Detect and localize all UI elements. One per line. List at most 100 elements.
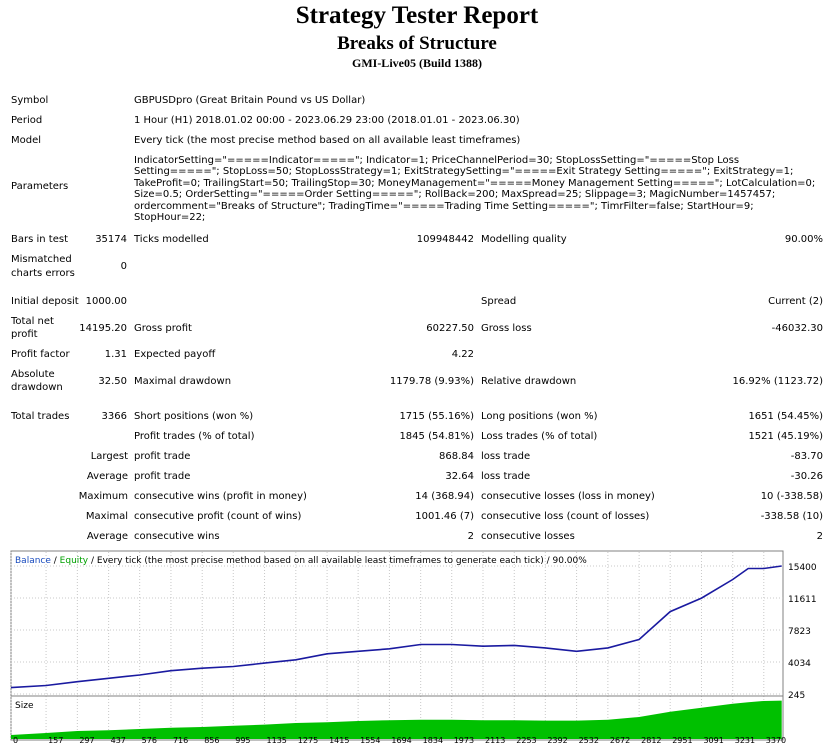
short-positions-label: Short positions (won %) [134, 411, 254, 422]
average-loss-trade-label: loss trade [481, 471, 531, 482]
ticks-label: Ticks modelled [134, 234, 209, 245]
total-trades-label: Total trades [11, 411, 70, 422]
loss-trades-value: 1521 (45.19%) [748, 431, 823, 442]
x-tick-label: 995 [235, 736, 250, 745]
long-positions-label: Long positions (won %) [481, 411, 598, 422]
report-build: GMI-Live05 (Build 1388) [351, 56, 482, 70]
x-tick-label: 1415 [329, 736, 349, 745]
period-label: Period [11, 115, 43, 126]
absolute-drawdown-label-2: drawdown [11, 382, 63, 393]
maximal-label: Maximal [85, 511, 128, 522]
average-consecutive-losses-value: 2 [816, 531, 823, 542]
x-tick-label: 1554 [360, 736, 380, 745]
average-profit-trade-value: 32.64 [445, 471, 474, 482]
mismatch-label-2: charts errors [11, 268, 75, 279]
x-tick-label: 716 [173, 736, 188, 745]
maximal-drawdown-value: 1179.78 (9.93%) [389, 376, 474, 387]
x-tick-label: 297 [79, 736, 94, 745]
bars-value: 35174 [95, 234, 127, 245]
x-tick-label: 2672 [610, 736, 630, 745]
gross-profit-value: 60227.50 [426, 323, 474, 334]
expected-payoff-value: 4.22 [451, 349, 474, 360]
average-consecutive-wins-value: 2 [467, 531, 474, 542]
x-tick-label: 856 [204, 736, 219, 745]
net-profit-value: 14195.20 [79, 323, 127, 334]
largest-profit-trade-value: 868.84 [439, 451, 474, 462]
balance-line [10, 565, 782, 689]
largest-profit-trade-label: profit trade [134, 451, 191, 462]
x-tick-label: 2113 [485, 736, 505, 745]
x-tick-label: 157 [48, 736, 63, 745]
long-positions-value: 1651 (54.45%) [748, 411, 823, 422]
x-tick-label: 2392 [547, 736, 567, 745]
absolute-drawdown-value: 32.50 [98, 376, 127, 387]
x-tick-label: 2812 [641, 736, 661, 745]
max-consecutive-losses-label: consecutive losses (loss in money) [481, 491, 655, 502]
max-consecutive-wins-label: consecutive wins (profit in money) [134, 491, 307, 502]
net-profit-label-1: Total net [11, 316, 54, 327]
legend-description: / Every tick (the most precise method ba… [88, 556, 587, 566]
deposit-label: Initial deposit [11, 296, 79, 307]
x-tick-labels: 0 157 297 437 576 716 856 995 1135 1275 1415 1554 16… [13, 736, 786, 745]
maximum-label: Maximum [78, 491, 128, 502]
average-consecutive-label: Average [86, 531, 128, 542]
report-subtitle: Breaks of Structure [337, 33, 497, 54]
symbol-value: GBPUSDpro (Great Britain Pound vs US Dol… [134, 95, 366, 106]
x-tick-label: 1694 [391, 736, 411, 745]
short-positions-value: 1715 (55.16%) [399, 411, 474, 422]
bars-label: Bars in test [11, 234, 68, 245]
chart-legend: Balance / Equity / Every tick (the most … [15, 556, 587, 566]
size-area [11, 700, 782, 739]
expected-payoff-label: Expected payoff [134, 349, 216, 360]
profit-trades-label: Profit trades (% of total) [134, 431, 255, 442]
ticks-value: 109948442 [416, 234, 474, 245]
quality-value: 90.00% [784, 234, 823, 245]
x-tick-label: 1973 [454, 736, 474, 745]
average-label: Average [86, 471, 128, 482]
legend-equity: Equity [60, 556, 89, 566]
relative-drawdown-value: 16.92% (1123.72) [732, 376, 823, 387]
maximal-consecutive-profit-value: 1001.46 (7) [415, 511, 474, 522]
x-tick-label: 2253 [516, 736, 536, 745]
largest-label: Largest [90, 451, 128, 462]
x-tick-label: 1135 [267, 736, 287, 745]
profit-factor-label: Profit factor [11, 349, 70, 360]
size-label: Size [15, 701, 34, 711]
symbol-label: Symbol [11, 95, 49, 106]
loss-trades-label: Loss trades (% of total) [481, 431, 598, 442]
x-tick-label: 2532 [579, 736, 599, 745]
spread-value: Current (2) [768, 296, 823, 307]
max-consecutive-losses-value: 10 (-338.58) [760, 491, 823, 502]
model-label: Model [11, 135, 42, 146]
x-tick-label: 2951 [672, 736, 692, 745]
gross-profit-label: Gross profit [134, 323, 192, 334]
mismatch-label-1: Mismatched [11, 254, 72, 265]
mismatch-value: 0 [120, 261, 127, 272]
average-loss-trade-value: -30.26 [790, 471, 823, 482]
parameters-label: Parameters [11, 181, 69, 192]
x-tick-label: 3370 [766, 736, 786, 745]
absolute-drawdown-label-1: Absolute [11, 369, 55, 380]
x-tick-label: 1275 [298, 736, 318, 745]
legend-balance: Balance [15, 556, 51, 566]
x-tick-label: 576 [142, 736, 157, 745]
net-profit-label-2: profit [11, 329, 38, 340]
average-consecutive-wins-label: consecutive wins [134, 531, 220, 542]
period-value: 1 Hour (H1) 2018.01.02 00:00 - 2023.06.2… [134, 115, 520, 126]
y-tick-label: 11611 [788, 595, 817, 605]
y-tick-label: 7823 [788, 627, 811, 637]
average-consecutive-losses-label: consecutive losses [481, 531, 575, 542]
y-tick-label: 4034 [788, 659, 811, 669]
x-tick-label: 0 [13, 736, 18, 745]
y-tick-label: 245 [788, 691, 805, 701]
relative-drawdown-label: Relative drawdown [481, 376, 577, 387]
spread-label: Spread [481, 296, 517, 307]
x-tick-label: 3091 [703, 736, 723, 745]
balance-chart: Balance / Equity / Every tick (the most … [10, 550, 817, 745]
maximal-consecutive-loss-value: -338.58 (10) [760, 511, 823, 522]
deposit-value: 1000.00 [85, 296, 127, 307]
chart-frame [10, 550, 784, 741]
max-consecutive-wins-value: 14 (368.94) [415, 491, 474, 502]
maximal-drawdown-label: Maximal drawdown [134, 376, 232, 387]
largest-loss-trade-value: -83.70 [790, 451, 823, 462]
